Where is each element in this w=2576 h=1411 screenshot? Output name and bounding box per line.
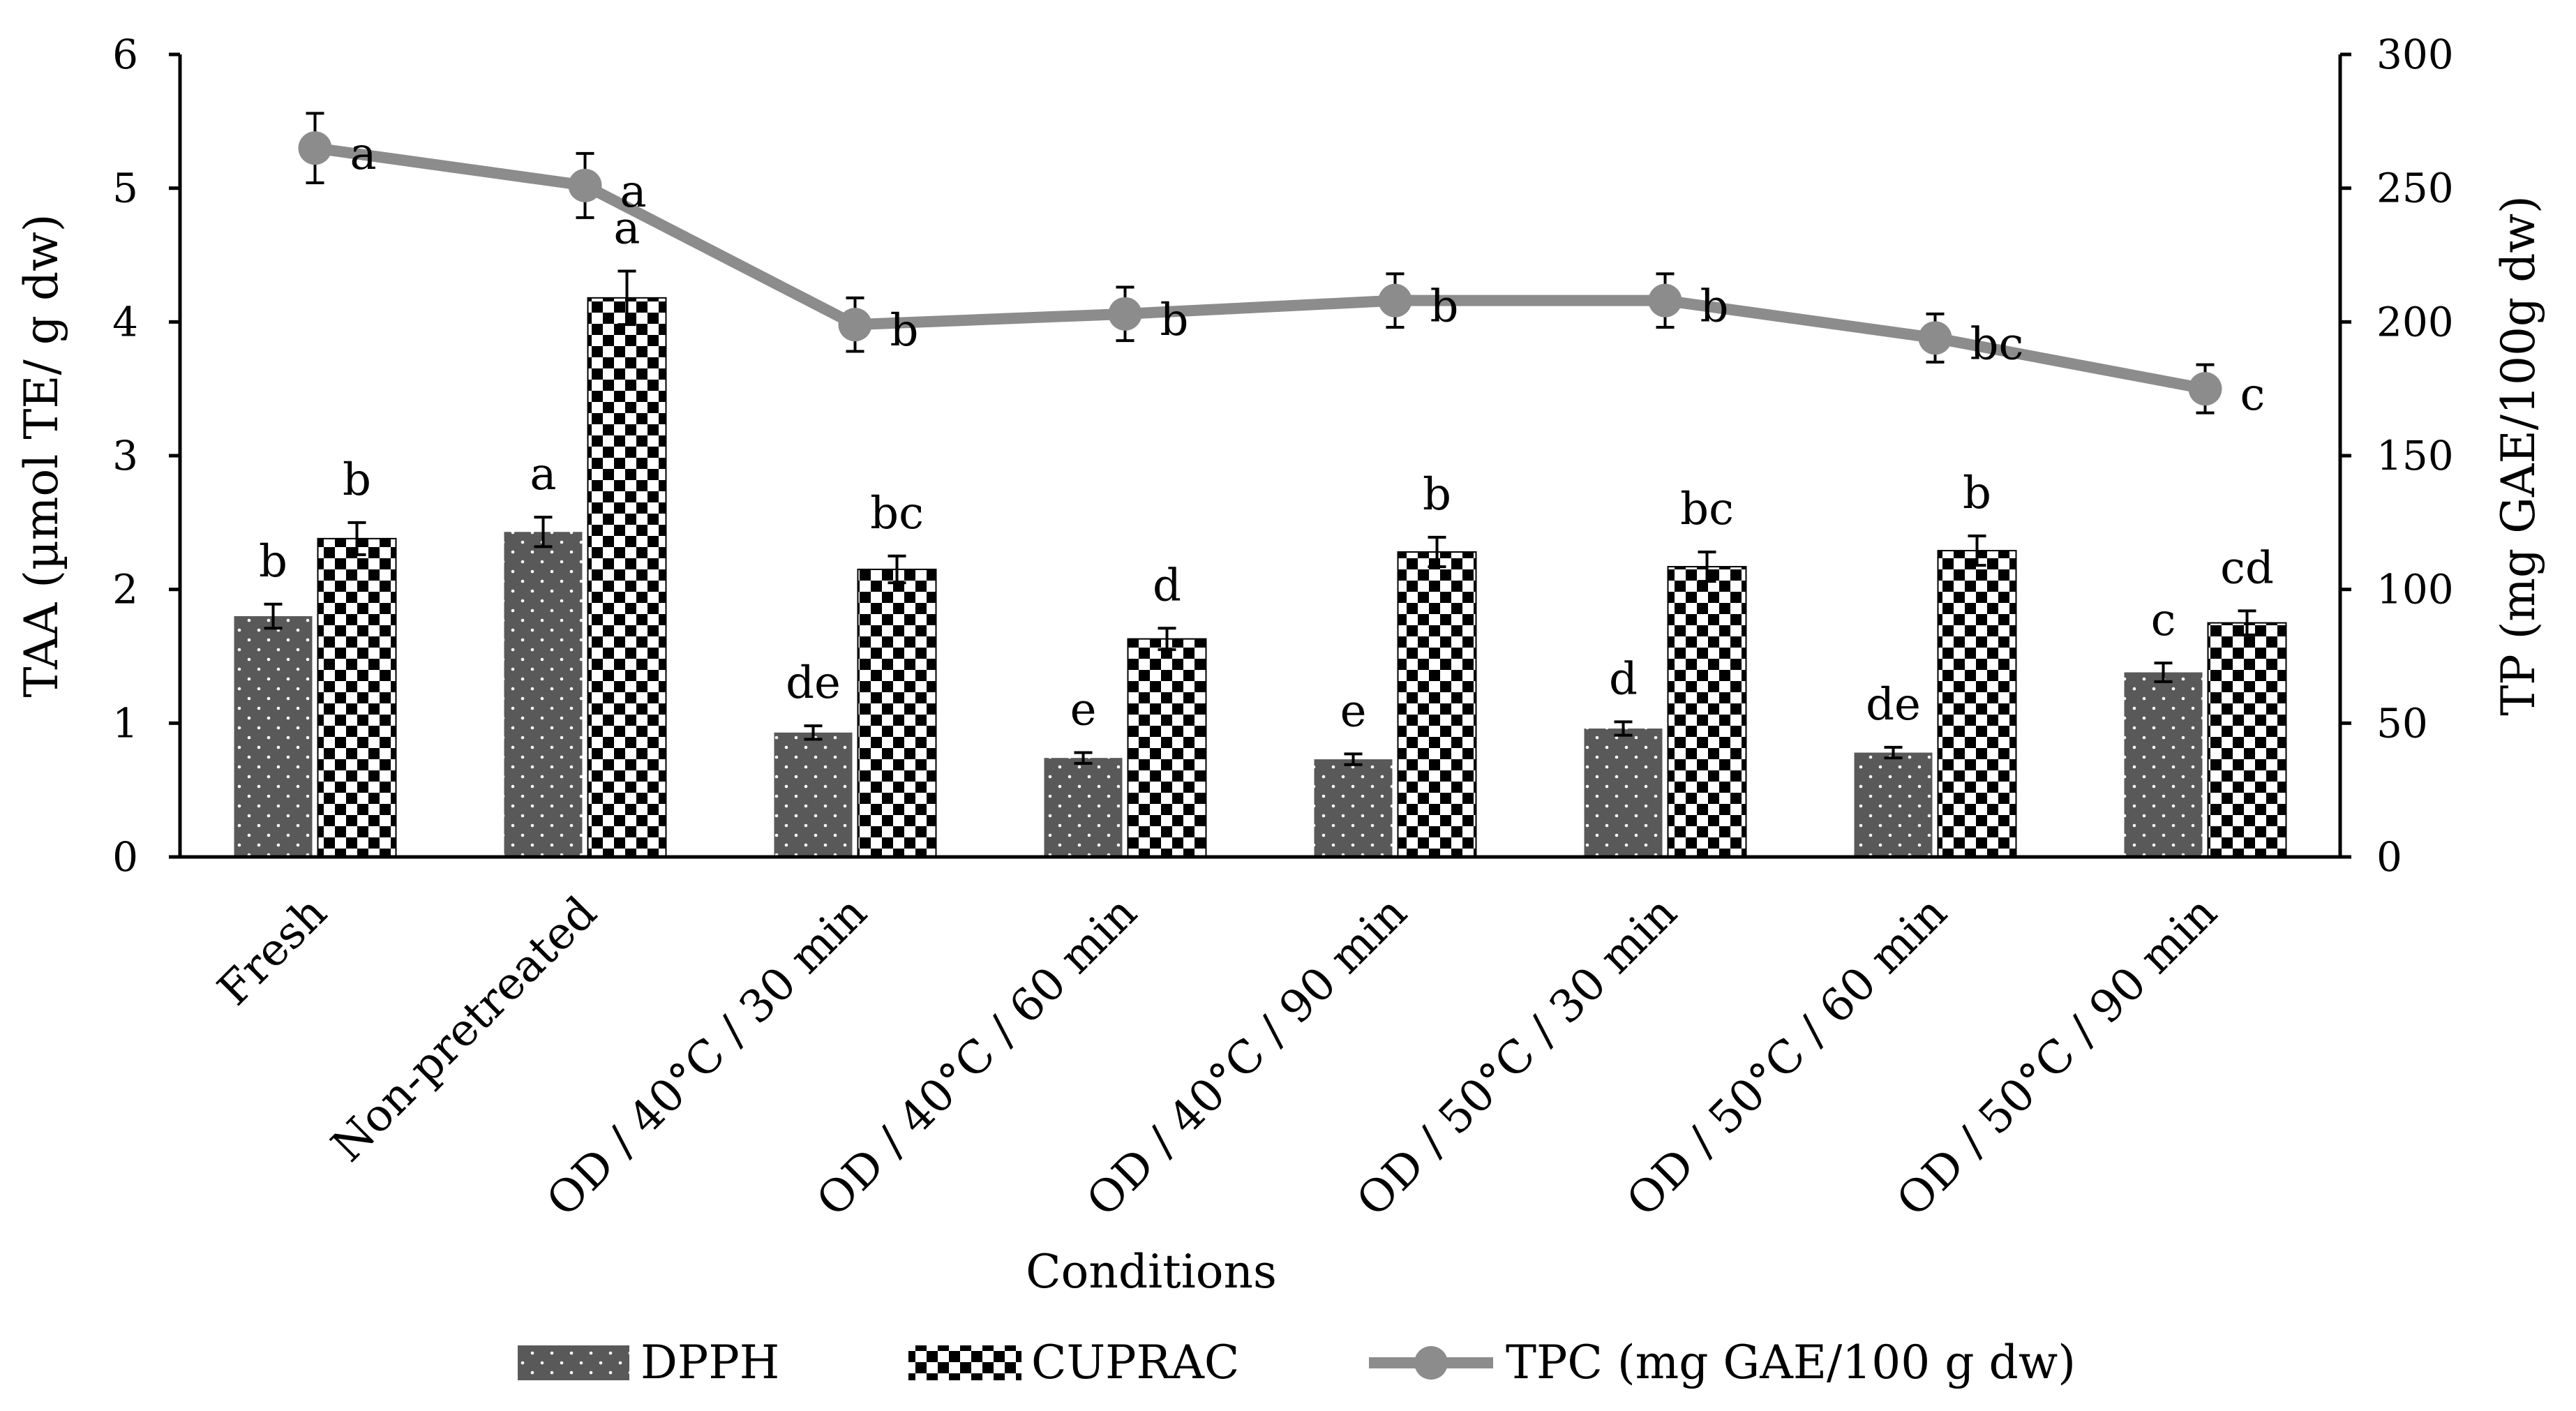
sig-letter-dpph: a	[530, 449, 556, 500]
legend-item-dpph: DPPH	[518, 1336, 779, 1389]
bar-dpph	[1044, 758, 1123, 857]
y2-tick-label-right: 200	[2376, 298, 2454, 345]
bar-dpph	[1314, 759, 1393, 857]
y-tick-label-left: 0	[112, 833, 138, 881]
error-bar-dpph	[804, 724, 823, 741]
legend-label-dpph: DPPH	[641, 1336, 779, 1389]
bar-dpph	[774, 732, 853, 857]
y-ticks-left: 0 1 2 3 4 5 6	[112, 31, 180, 881]
bar-dpph	[1854, 752, 1933, 857]
sig-letter-cuprac: bc	[870, 488, 924, 539]
legend-item-tpc: TPC (mg GAE/100 g dw)	[1369, 1336, 2076, 1389]
y-tick-label-left: 6	[112, 31, 138, 78]
legend-swatch-dpph	[518, 1345, 629, 1380]
sig-letter-tpc: b	[1700, 281, 1729, 333]
line-tpc	[314, 142, 2206, 395]
y2-tick-label-right: 0	[2376, 833, 2402, 881]
x-tick-label: Fresh	[208, 887, 337, 1016]
bar-cuprac	[1397, 551, 1477, 858]
sig-letter-tpc: b	[1160, 294, 1189, 346]
sig-letter-cuprac: b	[1423, 469, 1451, 521]
sig-letter-tpc: bc	[1970, 318, 2024, 370]
y2-tick-label-right: 150	[2376, 432, 2454, 479]
sig-letter-dpph: c	[2151, 595, 2176, 646]
bar-dpph	[2124, 672, 2203, 857]
y-axis-label: TAA (µmol TE/ g dw)	[15, 214, 68, 698]
sig-letter-cuprac: b	[343, 454, 371, 506]
y-tick-label-left: 1	[112, 699, 138, 747]
error-bar-cuprac	[347, 521, 366, 556]
legend-marker-tpc	[1414, 1346, 1448, 1380]
bar-cuprac	[1937, 550, 2017, 858]
sig-letter-dpph: de	[786, 657, 841, 709]
sig-letter-dpph: b	[259, 536, 287, 588]
error-bar-dpph	[1074, 751, 1093, 765]
legend-item-cuprac: CUPRAC	[908, 1336, 1239, 1389]
sig-letter-dpph: d	[1609, 653, 1638, 705]
point-tpc	[1108, 297, 1142, 331]
sig-letter-cuprac: d	[1153, 560, 1181, 611]
sig-letter-cuprac: cd	[2220, 542, 2274, 594]
bar-dpph	[504, 532, 583, 857]
y2-tick-label-right: 300	[2376, 31, 2454, 78]
error-bar-cuprac	[1428, 535, 1446, 569]
legend: DPPH CUPRAC TPC (mg GAE/100 g dw)	[518, 1336, 2076, 1389]
point-tpc	[298, 131, 332, 165]
error-bar-dpph	[1614, 720, 1633, 737]
y-tick-label-left: 4	[112, 298, 138, 345]
error-bar-cuprac	[2238, 609, 2256, 636]
y-tick-label-left: 2	[112, 566, 138, 613]
error-bar-cuprac	[617, 269, 636, 327]
error-bar-dpph	[264, 602, 283, 630]
legend-swatch-cuprac	[908, 1345, 1021, 1380]
sig-letter-dpph: e	[1340, 685, 1367, 737]
error-bar-dpph	[1344, 752, 1363, 766]
y-tick-label-left: 3	[112, 432, 138, 479]
sig-letter-tpc: c	[2240, 369, 2266, 421]
error-bar-cuprac	[888, 554, 906, 585]
sig-letter-tpc: a	[620, 166, 647, 218]
bar-cuprac	[2207, 622, 2287, 858]
bar-dpph	[234, 616, 313, 857]
point-tpc	[568, 168, 602, 202]
error-bar-cuprac	[1968, 535, 1986, 567]
point-tpc	[2188, 372, 2222, 406]
bar-cuprac	[1667, 566, 1747, 858]
sig-letter-tpc: b	[890, 305, 919, 357]
y2-tick-label-right: 50	[2376, 699, 2428, 747]
point-tpc	[1378, 283, 1412, 318]
sig-letter-tpc: b	[1430, 281, 1459, 333]
bar-cuprac	[857, 568, 937, 858]
y-ticks-right: 0 50 100 150 200 250 300	[2340, 31, 2454, 881]
sig-letter-cuprac: bc	[1680, 484, 1734, 535]
error-bar-dpph	[534, 516, 553, 548]
x-tick-label: Non-pretreated	[322, 887, 607, 1172]
sig-letter-dpph: de	[1866, 679, 1921, 731]
point-tpc	[1648, 283, 1682, 318]
sig-letter-cuprac: b	[1963, 468, 1991, 519]
y2-tick-label-right: 250	[2376, 165, 2454, 212]
y2-tick-label-right: 100	[2376, 566, 2454, 613]
x-axis-label: Conditions	[1026, 1245, 1277, 1299]
bar-cuprac	[1127, 638, 1207, 858]
sig-letter-tpc: a	[350, 128, 377, 180]
point-tpc	[838, 308, 872, 342]
error-bar-dpph	[1884, 745, 1903, 760]
sig-letter-dpph: e	[1070, 685, 1097, 736]
error-bar-dpph	[2154, 662, 2173, 683]
bar-cuprac	[587, 297, 667, 858]
legend-label-tpc: TPC (mg GAE/100 g dw)	[1506, 1336, 2076, 1389]
error-bar-cuprac	[1158, 627, 1176, 651]
y-tick-label-left: 5	[112, 165, 138, 212]
error-bar-cuprac	[1698, 551, 1716, 583]
bar-cuprac	[317, 537, 397, 858]
y2-axis-label: TP (mg GAE/100g dw)	[2492, 195, 2545, 715]
point-tpc	[1918, 321, 1952, 355]
bar-dpph	[1584, 729, 1663, 857]
legend-label-cuprac: CUPRAC	[1031, 1336, 1239, 1389]
